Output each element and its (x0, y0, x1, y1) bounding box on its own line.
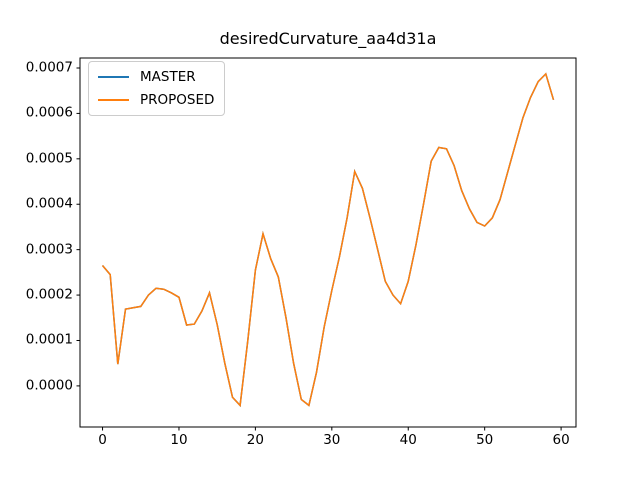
legend: MASTER PROPOSED (88, 61, 226, 116)
proposed-line-swatch (98, 99, 129, 101)
y-tick-label: 0.0001 (25, 331, 73, 348)
y-tick-label: 0.0005 (25, 150, 73, 167)
x-tick-label: 10 (170, 432, 188, 448)
x-tick-label: 30 (323, 432, 341, 448)
y-tick-label: 0.0006 (25, 104, 73, 121)
legend-label-proposed: PROPOSED (140, 92, 215, 108)
x-tick-label: 50 (476, 432, 494, 448)
y-tick-label: 0.0002 (25, 286, 73, 303)
y-tick-label: 0.0000 (25, 377, 73, 394)
x-tick-label: 60 (552, 432, 570, 448)
legend-row-master: MASTER (98, 69, 214, 85)
x-tick-label: 0 (98, 432, 107, 448)
tick-marks (76, 67, 562, 431)
plot-border (79, 57, 577, 428)
legend-label-master: MASTER (140, 69, 196, 85)
master-line-swatch (98, 76, 129, 78)
x-tick-label: 20 (246, 432, 264, 448)
legend-row-proposed: PROPOSED (98, 92, 214, 108)
chart-title: desiredCurvature_aa4d31a (219, 29, 437, 48)
master-line (101, 72, 555, 408)
proposed-line (101, 72, 555, 408)
y-tick-label: 0.0004 (25, 195, 73, 212)
y-tick-label: 0.0007 (25, 59, 73, 76)
x-tick-label: 40 (399, 432, 417, 448)
y-tick-label: 0.0003 (25, 240, 73, 257)
